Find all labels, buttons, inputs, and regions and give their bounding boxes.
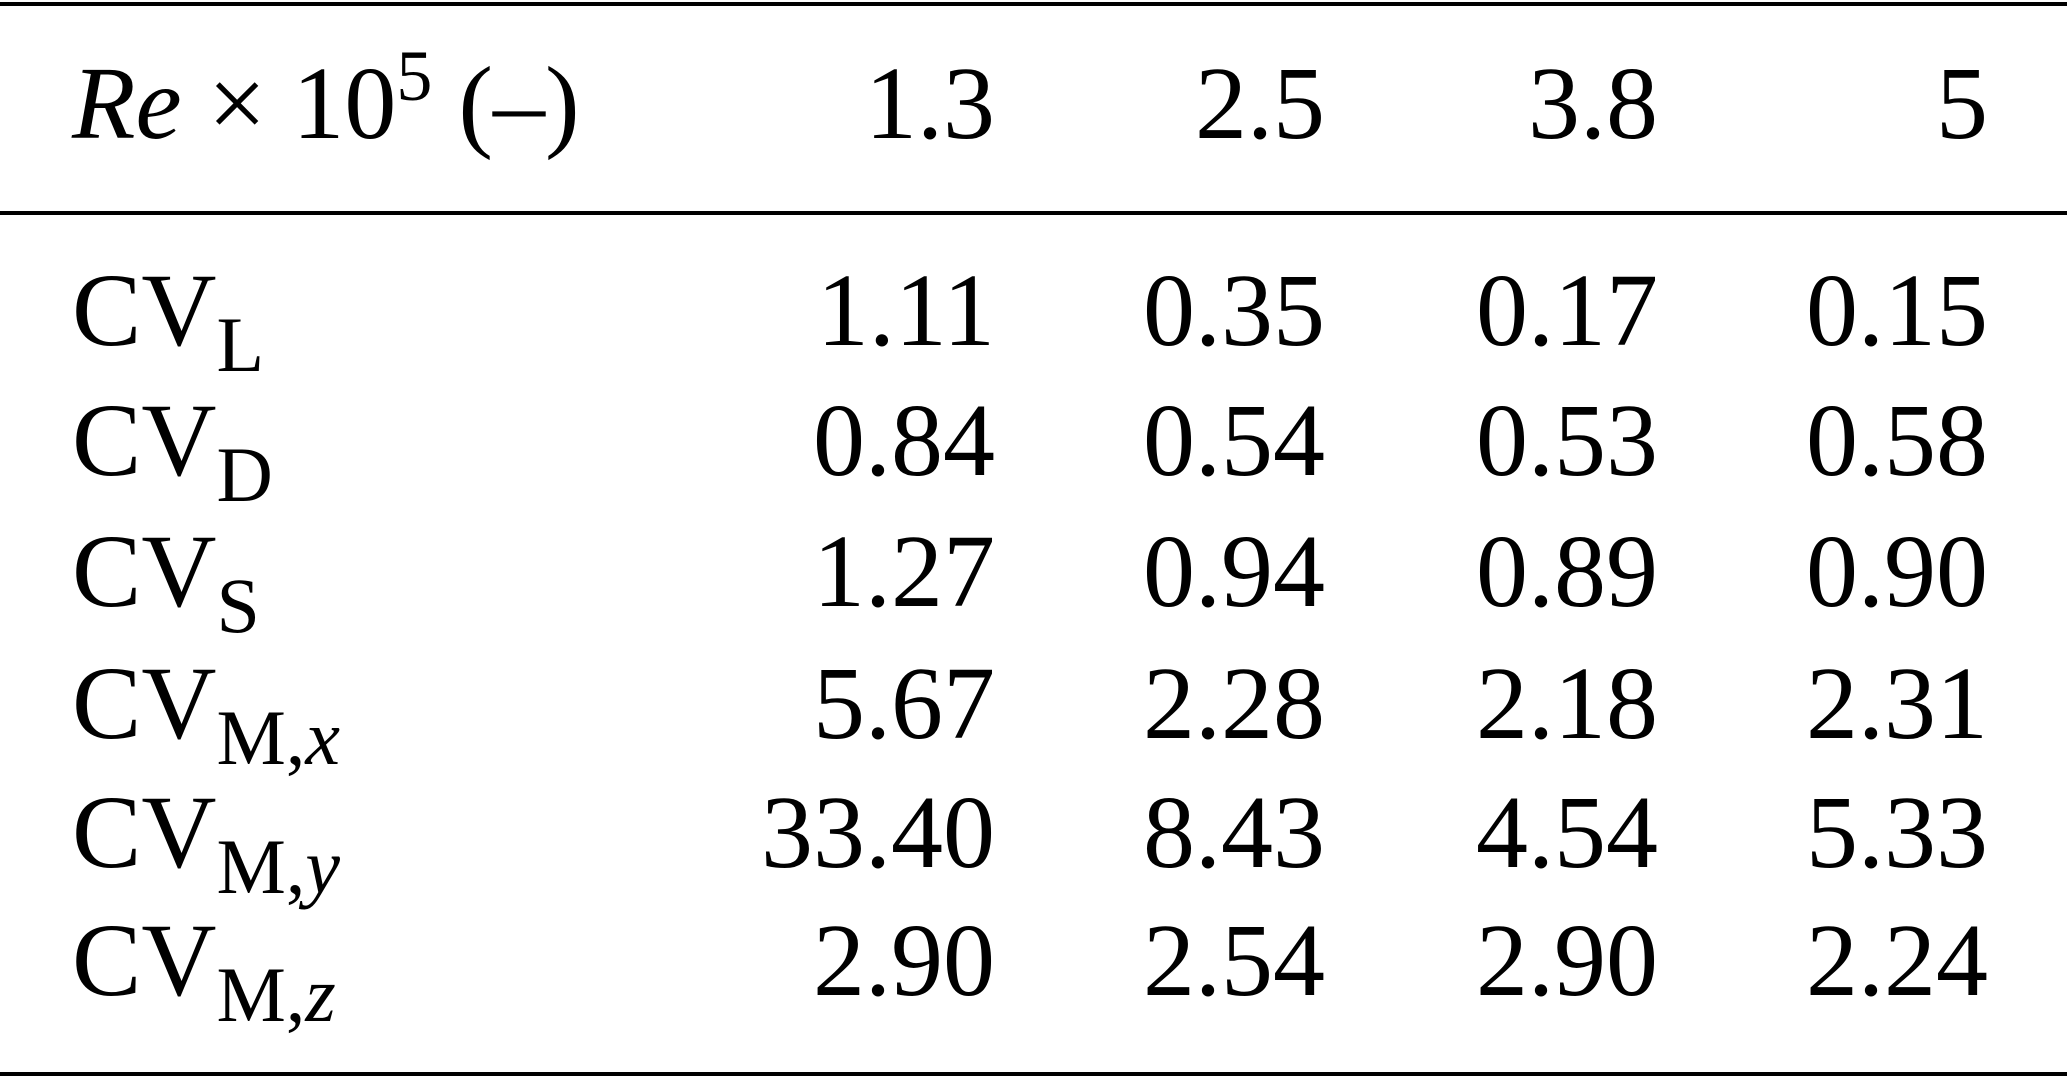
cell: 0.84 xyxy=(813,383,995,498)
cell: 2.90 xyxy=(1476,903,1658,1018)
label-base: CV xyxy=(72,253,216,368)
cell: 5.33 xyxy=(1806,775,1988,890)
cell: 0.90 xyxy=(1806,514,1988,629)
subscript: M, xyxy=(216,951,305,1038)
cell: 0.53 xyxy=(1476,383,1658,498)
cell: 2.31 xyxy=(1806,646,1988,761)
subscript-italic: x xyxy=(304,694,340,781)
cell: 0.35 xyxy=(1143,253,1325,368)
cell: 8.43 xyxy=(1143,775,1325,890)
label-base: CV xyxy=(72,775,216,890)
unit: (–) xyxy=(432,46,579,161)
symbol: Re xyxy=(71,46,182,161)
cell: 0.58 xyxy=(1806,383,1988,498)
cell: 0.89 xyxy=(1476,514,1658,629)
cell: 0.94 xyxy=(1143,514,1325,629)
subscript-italic: y xyxy=(298,823,340,910)
cell: 2.28 xyxy=(1143,646,1325,761)
cell: 33.40 xyxy=(761,775,995,890)
label-base: CV xyxy=(72,514,216,629)
cell: 0.17 xyxy=(1476,253,1658,368)
cell: 2.54 xyxy=(1143,903,1325,1018)
cell: 2.18 xyxy=(1476,646,1658,761)
row-label: CVL xyxy=(72,253,264,388)
column-header: 1.3 xyxy=(865,46,995,161)
label-base: CV xyxy=(72,383,216,498)
cell: 4.54 xyxy=(1476,775,1658,890)
row-label: CVM,x xyxy=(72,646,340,781)
row-label: CVD xyxy=(72,383,273,518)
column-header: 5 xyxy=(1936,46,1988,161)
subscript: D xyxy=(216,431,272,518)
cell: 0.54 xyxy=(1143,383,1325,498)
column-header: 3.8 xyxy=(1528,46,1658,161)
label-base: CV xyxy=(72,646,216,761)
subscript: S xyxy=(216,562,259,649)
subscript-italic: z xyxy=(304,951,335,1038)
cell: 2.90 xyxy=(813,903,995,1018)
cell: 2.24 xyxy=(1806,903,1988,1018)
cell: 1.27 xyxy=(813,514,995,629)
header-label: Re × 105 (–) xyxy=(71,36,580,161)
cell: 5.67 xyxy=(813,646,995,761)
cell: 0.15 xyxy=(1806,253,1988,368)
cell: 1.11 xyxy=(817,253,995,368)
row-label: CVM,y xyxy=(72,775,340,910)
column-header: 2.5 xyxy=(1195,46,1325,161)
subscript: M, xyxy=(216,694,305,781)
subscript: L xyxy=(216,301,264,388)
label-base: CV xyxy=(72,903,216,1018)
row-label: CVM,z xyxy=(72,903,336,1038)
row-label: CVS xyxy=(72,514,260,649)
subscript: M, xyxy=(216,823,305,910)
superscript: 5 xyxy=(396,36,432,116)
text: × 10 xyxy=(182,46,397,161)
